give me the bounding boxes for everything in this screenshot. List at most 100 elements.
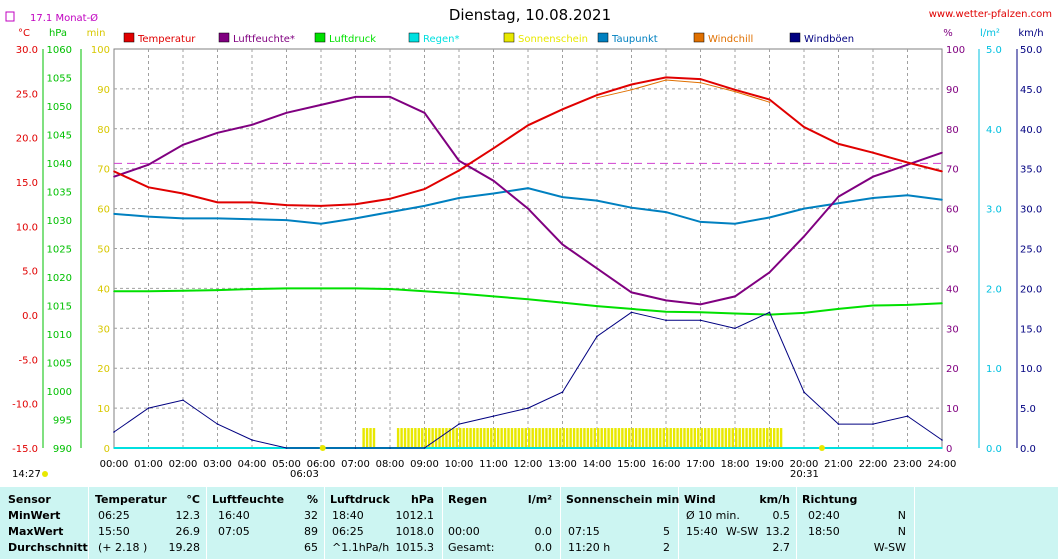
data-point-temperatur (906, 161, 909, 164)
data-point-temperatur (630, 83, 633, 86)
hpa-tick-label: 1040 (47, 159, 72, 170)
stat-dir-t: 18:50 (808, 525, 840, 538)
chart-title: Dienstag, 10.08.2021 (449, 6, 611, 24)
hpa-tick-label: 1060 (47, 45, 72, 56)
sunshine-bar (459, 428, 462, 448)
time-tick-label: 06:00 (307, 459, 336, 470)
data-point-temperatur (596, 94, 598, 96)
stat-sun-t: 11:20 h (568, 541, 611, 554)
data-point-taupunkt (906, 194, 909, 197)
stat-dir-v: N (897, 525, 906, 538)
monthly-avg-label: 17.1 Monat-Ø (30, 12, 98, 24)
stat-sun-v: 5 (663, 525, 670, 538)
min-tick-label: 80 (97, 125, 110, 136)
sunshine-bar (421, 428, 424, 448)
hpa-tick-label: 1025 (47, 245, 72, 256)
data-point-luftdruck (389, 288, 391, 290)
sunshine-bar (483, 428, 486, 448)
sunshine-bar (669, 428, 672, 448)
sunshine-bar (417, 428, 421, 448)
stat-temp-t: (+ 2.18 ) (98, 541, 148, 554)
sunshine-bar (583, 428, 586, 448)
min-tick-label: 100 (91, 45, 110, 56)
stat-press-v: 1015.3 (395, 541, 435, 554)
stat-label: MinWert (8, 509, 61, 522)
data-point-luftfeuchte (872, 175, 874, 178)
hpa-tick-label: 1020 (47, 273, 72, 284)
sunshine-bar (514, 428, 517, 448)
stat-wind-t: 15:40 (686, 525, 718, 538)
min-tick-label: 70 (97, 165, 110, 176)
data-point-taupunkt (699, 221, 702, 223)
sunshine-bar (572, 428, 576, 448)
data-point-luftfeuchte (734, 295, 736, 298)
header-wind: Wind (684, 493, 716, 506)
sunshine-bar (779, 428, 783, 448)
sunshine-bar (362, 428, 365, 448)
unit-min: min (87, 28, 106, 39)
pct-tick-label: 40 (946, 284, 959, 295)
header-hum: Luftfeuchte (212, 493, 285, 506)
data-point-temperatur (492, 147, 495, 150)
data-point-regen (561, 447, 564, 449)
hpa-tick-label: 1035 (47, 188, 72, 199)
sunshine-bar (441, 428, 445, 448)
time-tick-label: 00:00 (100, 459, 129, 470)
data-point-regen (251, 447, 253, 449)
time-tick-label: 02:00 (169, 459, 198, 470)
data-point-luftdruck (803, 312, 805, 314)
hpa-tick-label: 1050 (47, 102, 72, 113)
stat-press-v: 1012.1 (395, 509, 435, 522)
sunshine-bar (597, 428, 600, 448)
stat-hum-v: 32 (304, 509, 318, 522)
data-point-windböen (113, 431, 115, 433)
data-point-luftdruck (596, 305, 598, 307)
stats-divider (442, 487, 443, 559)
data-point-luftdruck (285, 287, 288, 290)
site-link[interactable]: www.wetter-pfalzen.com (929, 9, 1052, 20)
sunshine-bar (724, 428, 728, 448)
pct-tick-label: 20 (946, 364, 959, 375)
sunset-label: 20:31 (790, 469, 819, 480)
sunshine-bar (614, 428, 617, 448)
sunshine-bar (666, 428, 669, 448)
sunshine-bar (565, 428, 569, 448)
data-point-taupunkt (837, 202, 840, 205)
monthly-avg-icon (5, 11, 15, 22)
stat-wind-v: 13.2 (765, 525, 791, 538)
data-point-temperatur (699, 78, 702, 80)
temp-tick-label: 10.0 (16, 222, 38, 233)
data-lines (113, 76, 943, 449)
hpa-tick-label: 1055 (47, 74, 72, 85)
sunshine-bar (683, 428, 686, 448)
sunshine-bar (548, 428, 552, 448)
data-point-temperatur (285, 204, 288, 206)
data-point-taupunkt (596, 199, 598, 202)
sunshine-bar (710, 428, 714, 448)
data-point-windböen (906, 415, 909, 417)
right-axes: 10090807060504030201005.04.03.02.01.00.0… (946, 45, 1042, 455)
rain-tick-label: 2.0 (986, 284, 1002, 295)
sunshine-bar (407, 428, 410, 448)
data-point-luftfeuchte (251, 124, 253, 126)
time-axis: 00:00 01:00 02:00 03:00 04:00 05:00 06:00 07:00… (100, 459, 957, 470)
legend-label: Luftfeuchte* (233, 34, 295, 45)
data-point-regen (906, 447, 909, 449)
data-point-taupunkt (734, 222, 736, 225)
data-point-luftfeuchte (837, 195, 840, 198)
data-point-temperatur (423, 188, 426, 190)
stats-divider (914, 487, 915, 559)
data-point-regen (803, 447, 805, 449)
stat-wind-d: W-SW (726, 525, 759, 538)
stat-dir-v: W-SW (873, 541, 906, 554)
sunshine-bar (465, 428, 469, 448)
sunshine-bar (493, 428, 496, 448)
data-point-windböen (354, 447, 357, 449)
data-point-windböen (768, 311, 771, 314)
stat-wind-v: 2.7 (772, 541, 791, 554)
sunshine-bar (424, 428, 427, 448)
time-tick-label: 13:00 (548, 459, 577, 470)
data-point-windböen (251, 439, 253, 441)
sunshine-bar (486, 428, 490, 448)
header-rain: Regen (448, 493, 488, 506)
